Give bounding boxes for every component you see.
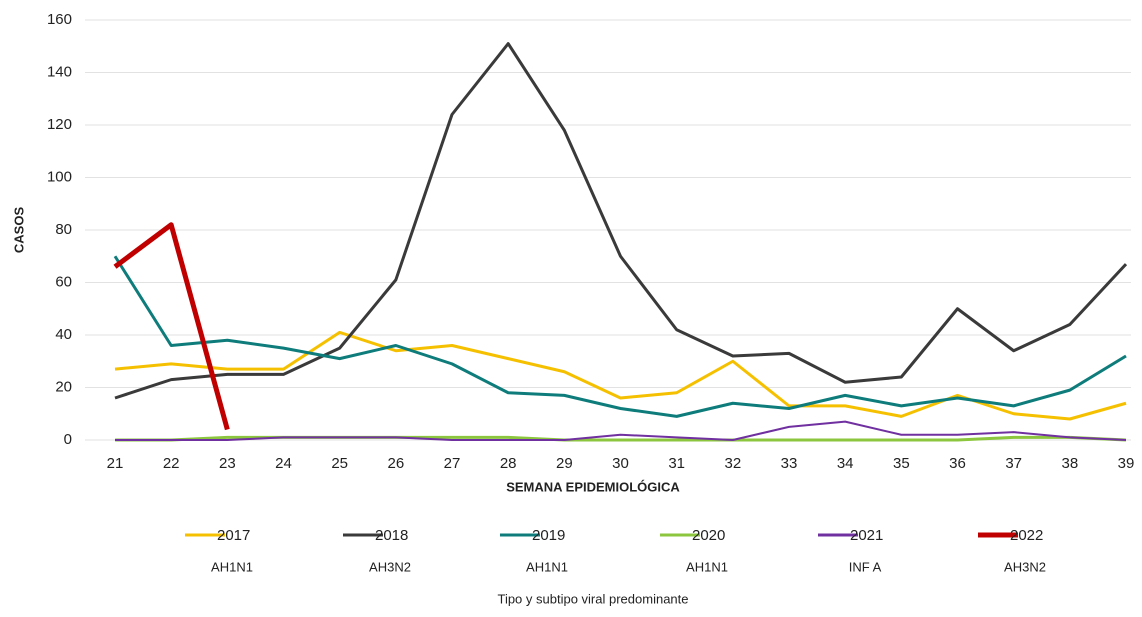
x-tick-label: 37: [1005, 455, 1022, 472]
x-tick-label: 29: [556, 455, 573, 472]
subtype-label: AH1N1: [686, 559, 728, 574]
subtype-label: INF A: [849, 559, 882, 574]
x-tick-label: 22: [163, 455, 180, 472]
x-tick-label: 26: [387, 455, 404, 472]
series-line: [114, 330, 1127, 421]
x-tick-label: 36: [949, 455, 966, 472]
x-tick-label: 39: [1118, 455, 1135, 472]
y-tick-label: 80: [55, 221, 72, 238]
y-tick-label: 140: [47, 63, 72, 80]
subtype-label: AH1N1: [211, 559, 253, 574]
x-tick-label: 33: [781, 455, 798, 472]
x-tick-label: 30: [612, 455, 629, 472]
x-tick-label: 38: [1061, 455, 1078, 472]
x-tick-label: 31: [668, 455, 685, 472]
legend-label: 2020: [692, 527, 725, 544]
x-tick-label: 27: [444, 455, 461, 472]
x-tick-label: 25: [331, 455, 348, 472]
y-tick-label: 160: [47, 11, 72, 28]
y-tick-label: 20: [55, 378, 72, 395]
y-tick-label: 0: [64, 431, 72, 448]
footnote: Tipo y subtipo viral predominante: [497, 591, 688, 606]
legend-label: 2021: [850, 527, 883, 544]
subtype-label: AH1N1: [526, 559, 568, 574]
subtype-label: AH3N2: [369, 559, 411, 574]
y-tick-label: 60: [55, 273, 72, 290]
x-tick-label: 32: [724, 455, 741, 472]
x-tick-label: 34: [837, 455, 854, 472]
y-tick-label: 40: [55, 326, 72, 343]
x-tick-label: 24: [275, 455, 292, 472]
legend-label: 2019: [532, 527, 565, 544]
legend-label: 2018: [375, 527, 408, 544]
series-line: [114, 42, 1128, 400]
y-axis-title: CASOS: [11, 207, 26, 254]
series-line: [113, 222, 230, 431]
legend-label: 2022: [1010, 527, 1043, 544]
legend-label: 2017: [217, 527, 250, 544]
series-line: [113, 255, 1127, 418]
x-tick-label: 35: [893, 455, 910, 472]
x-tick-label: 21: [107, 455, 124, 472]
series-line: [115, 420, 1127, 441]
x-tick-label: 28: [500, 455, 517, 472]
subtype-label: AH3N2: [1004, 559, 1046, 574]
x-axis-title: SEMANA EPIDEMIOLÓGICA: [506, 479, 680, 494]
x-tick-label: 23: [219, 455, 236, 472]
y-tick-label: 120: [47, 116, 72, 133]
y-tick-label: 100: [47, 168, 72, 185]
